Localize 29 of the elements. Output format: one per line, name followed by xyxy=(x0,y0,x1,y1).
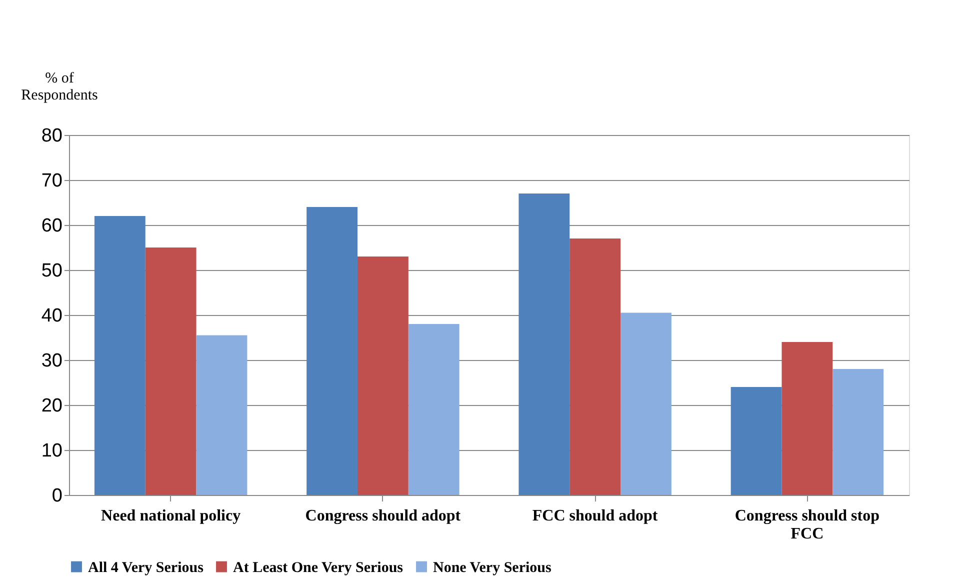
bar xyxy=(306,207,358,495)
bar xyxy=(570,238,621,495)
bar xyxy=(730,387,782,495)
y-tick-label: 70 xyxy=(41,170,62,192)
x-tick-label: Need national policy xyxy=(101,508,241,524)
y-tick-label: 10 xyxy=(41,440,62,462)
x-tick-label: FCC should adopt xyxy=(532,508,658,524)
y-tick-label: 60 xyxy=(41,216,62,236)
legend-label: All 4 Very Serious xyxy=(88,560,204,576)
x-tick-label: Congress should adopt xyxy=(305,508,462,524)
bar xyxy=(782,342,833,495)
y-axis-title: % of Respondents xyxy=(21,70,98,104)
y-tick-label: 30 xyxy=(41,350,62,372)
x-tick-label: Congress should stop FCC xyxy=(734,508,880,542)
y-tick-label: 40 xyxy=(41,306,62,326)
bar xyxy=(832,369,884,495)
y-tick-label: 50 xyxy=(41,260,62,282)
bar xyxy=(408,324,460,495)
bar xyxy=(518,194,570,495)
legend-label: At Least One Very Serious xyxy=(233,560,404,576)
bar xyxy=(357,256,408,495)
y-tick-label: 20 xyxy=(41,396,62,416)
bar xyxy=(620,312,672,495)
bar xyxy=(145,248,196,495)
legend-label: None Very Serious xyxy=(433,560,552,576)
bar xyxy=(196,335,248,495)
bar xyxy=(94,216,146,495)
y-tick-label: 0 xyxy=(52,486,62,506)
y-tick-label: 80 xyxy=(41,126,62,146)
